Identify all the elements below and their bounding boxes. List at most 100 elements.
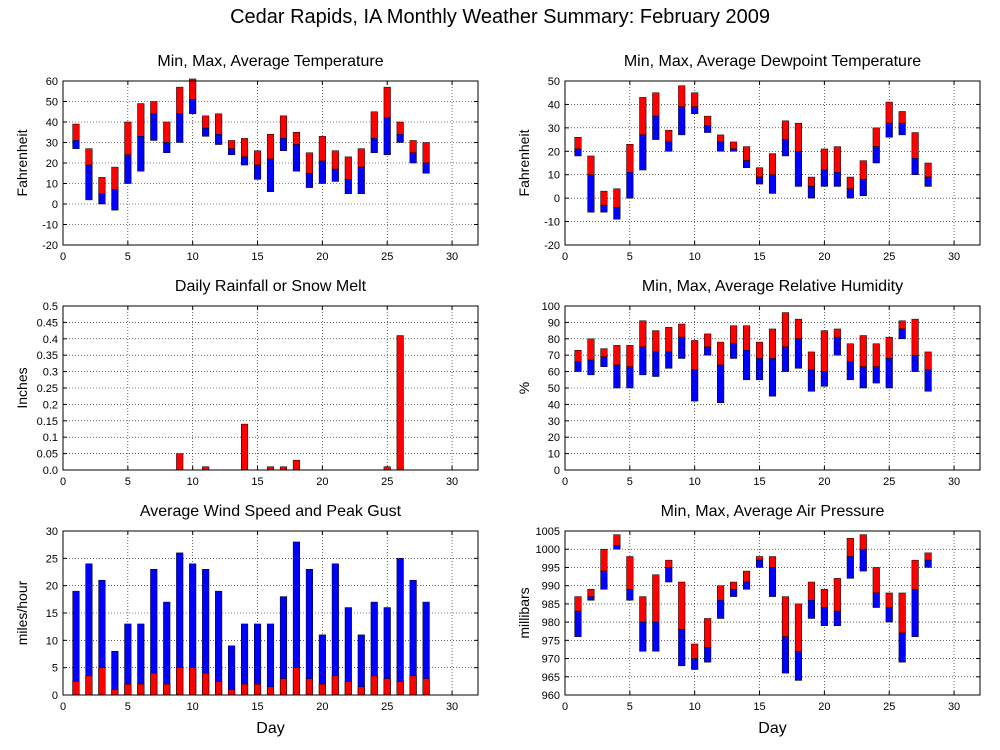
x-tick-label: 0 <box>60 701 66 713</box>
bar-avg-to-max <box>331 150 339 170</box>
bar-avg-to-max <box>137 103 145 137</box>
bar-avg-to-max <box>652 574 660 623</box>
x-tick-label: 5 <box>627 701 633 713</box>
bar-avg-to-max <box>794 122 802 152</box>
bar-min-to-avg <box>872 592 880 608</box>
bar-min-to-avg <box>794 651 802 681</box>
y-tick-label: 0.25 <box>37 383 58 395</box>
bar-average-speed <box>72 681 80 696</box>
bar-avg-to-max <box>807 176 815 187</box>
bar-min-to-avg <box>422 162 430 174</box>
x-tick-label: 0 <box>60 476 66 488</box>
bar-min-to-avg <box>344 179 352 194</box>
bar-min-to-avg <box>781 139 790 157</box>
bar-avg-to-max <box>924 351 932 371</box>
bar-min-to-avg <box>72 140 80 149</box>
bar-avg-to-max <box>72 123 80 141</box>
bar-min-to-avg <box>176 113 184 143</box>
x-tick-label: 10 <box>187 251 199 263</box>
bar-average-speed <box>266 686 275 696</box>
bar-min-to-avg <box>794 338 802 369</box>
bar-min-to-avg <box>820 169 828 187</box>
bar-min-to-avg <box>859 548 867 572</box>
bar-avg-to-max <box>600 548 608 572</box>
x-tick-label: 5 <box>125 476 131 488</box>
bar-avg-to-max <box>846 343 854 363</box>
bar-average-speed <box>189 667 197 696</box>
bar-average-speed <box>396 681 404 696</box>
bar-average-speed <box>279 678 288 696</box>
bar-min-to-avg <box>691 658 699 670</box>
bar-avg-to-max <box>768 153 777 175</box>
y-tick-label: 10 <box>548 449 560 461</box>
bar-rainfall <box>241 423 249 471</box>
bar-avg-to-max <box>820 589 828 608</box>
bar-avg-to-max <box>318 136 326 162</box>
y-tick-label: -20 <box>42 240 58 252</box>
y-tick-label: 30 <box>46 526 58 538</box>
bar-min-to-avg <box>665 567 673 583</box>
chart-dewpoint: Min, Max, Average Dewpoint Temperature Fa… <box>516 53 981 263</box>
y-tick-label: 0.45 <box>37 317 58 329</box>
bar-avg-to-max <box>691 92 699 108</box>
x-tick-label: 20 <box>316 701 328 713</box>
bar-avg-to-max <box>820 148 828 171</box>
y-tick-label: 20 <box>548 432 560 444</box>
bar-avg-to-max <box>587 589 595 597</box>
bar-avg-to-max <box>574 136 582 150</box>
bar-min-to-avg <box>730 343 738 359</box>
y-tick-label: -10 <box>544 217 560 229</box>
bar-min-to-avg <box>98 193 106 205</box>
bar-min-to-avg <box>704 647 712 663</box>
bar-min-to-avg <box>85 164 93 201</box>
bar-avg-to-max <box>626 556 634 590</box>
x-tick-label: 25 <box>381 476 393 488</box>
y-tick-label: 50 <box>548 383 560 395</box>
bar-min-to-avg <box>409 152 417 164</box>
chart-humidity: Min, Max, Average Relative Humidity% 0 10 2… <box>516 278 981 488</box>
y-tick-label: 0 <box>554 193 560 205</box>
y-tick-label: 0 <box>554 465 560 477</box>
bar-min-to-avg <box>652 351 660 377</box>
y-tick-label: 0.5 <box>43 301 58 313</box>
bar-peak-gust <box>215 590 223 696</box>
plot-frame <box>564 530 981 696</box>
bar-avg-to-max <box>241 138 249 158</box>
x-tick-label: 15 <box>251 476 263 488</box>
bar-avg-to-max <box>85 148 93 166</box>
bar-avg-to-max <box>704 333 712 348</box>
bar-avg-to-max <box>111 166 119 190</box>
bar-avg-to-max <box>587 155 595 175</box>
y-tick-label: 80 <box>548 334 560 346</box>
bar-avg-to-max <box>846 176 854 190</box>
y-tick-label: 30 <box>548 416 560 428</box>
bar-avg-to-max <box>704 618 712 648</box>
bar-avg-to-max <box>253 150 262 166</box>
bar-min-to-avg <box>396 134 404 143</box>
bar-avg-to-max <box>885 592 893 608</box>
bar-rainfall <box>396 335 404 471</box>
bar-min-to-avg <box>885 122 893 138</box>
y-tick-label: 10 <box>548 170 560 182</box>
bar-avg-to-max <box>370 111 378 139</box>
bar-avg-to-max <box>781 120 790 140</box>
bar-min-to-avg <box>665 141 673 152</box>
y-tick-label: 50 <box>548 76 560 88</box>
bar-avg-to-max <box>755 556 764 561</box>
bar-min-to-avg <box>613 545 621 550</box>
bar-avg-to-max <box>898 111 906 124</box>
bar-min-to-avg <box>704 346 712 356</box>
bar-min-to-avg <box>898 328 906 340</box>
bar-avg-to-max <box>807 581 815 601</box>
bar-avg-to-max <box>652 92 660 117</box>
chart-pressure: Min, Max, Average Air Pressure millibars D… <box>516 503 981 737</box>
bar-min-to-avg <box>163 142 171 153</box>
bar-min-to-avg <box>613 364 621 389</box>
bar-min-to-avg <box>331 168 339 182</box>
y-tick-label: 0.4 <box>43 334 58 346</box>
bar-min-to-avg <box>911 589 919 637</box>
bar-average-speed <box>163 683 171 696</box>
plot-frame <box>62 305 479 471</box>
bar-min-to-avg <box>626 366 634 389</box>
